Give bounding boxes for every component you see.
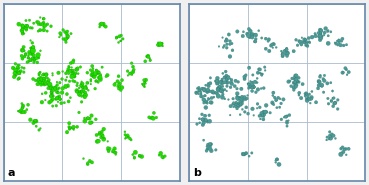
Text: a: a — [7, 168, 15, 178]
Text: b: b — [193, 168, 201, 178]
